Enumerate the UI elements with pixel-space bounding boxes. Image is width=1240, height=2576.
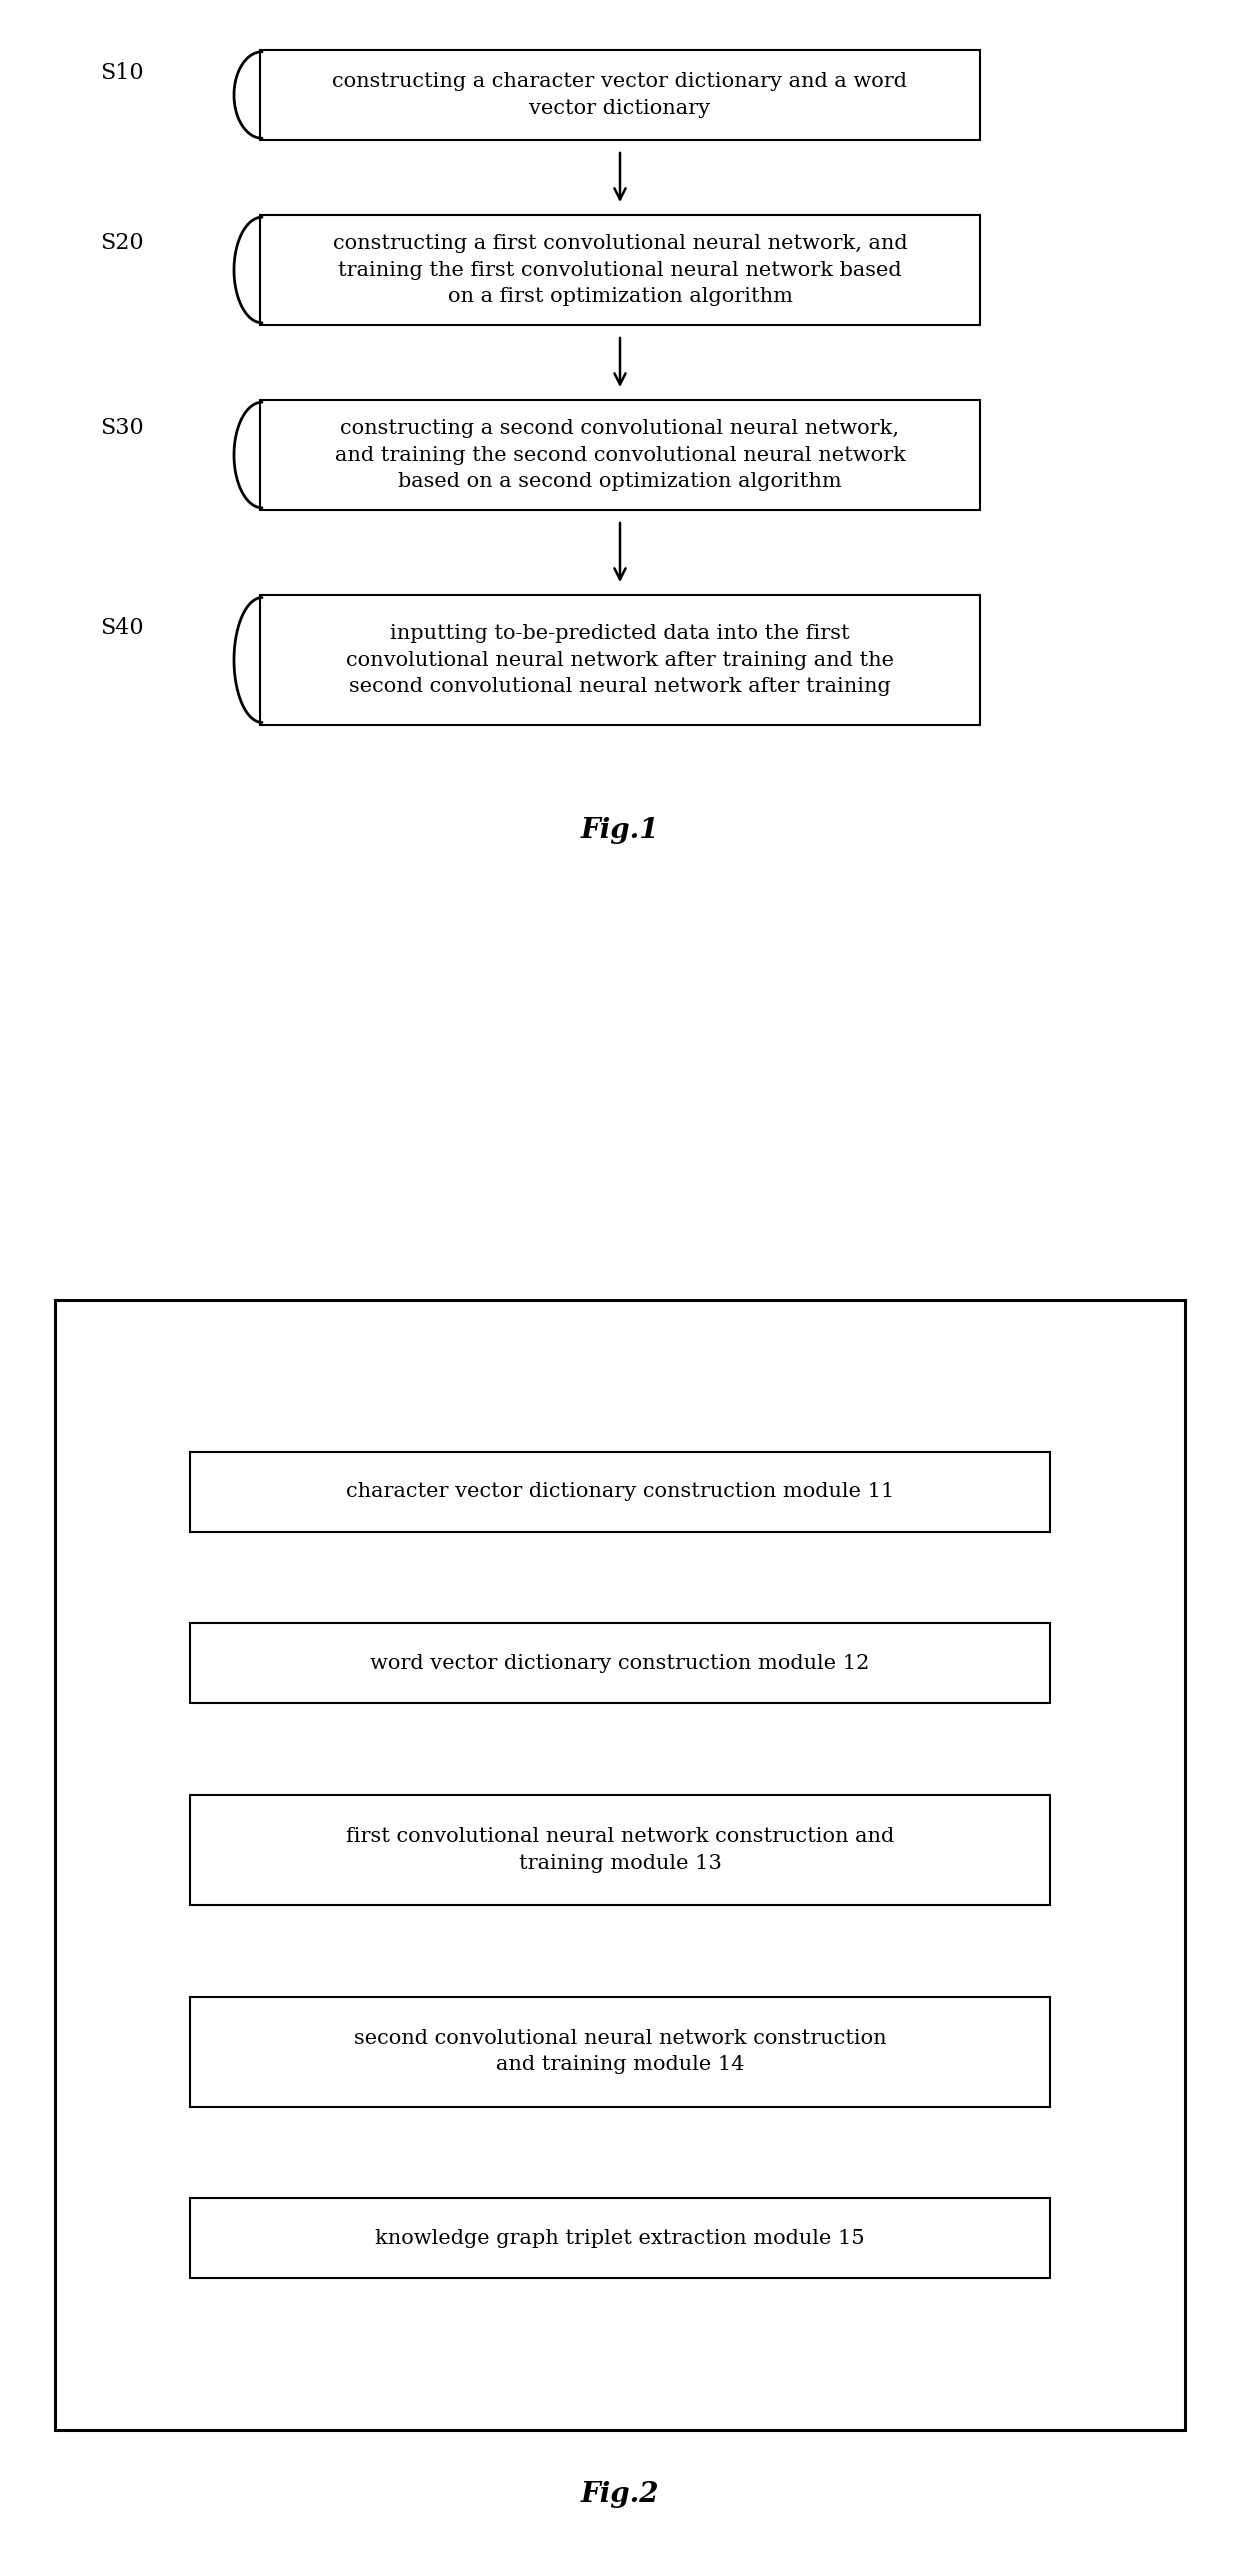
Text: S10: S10: [100, 62, 144, 82]
FancyBboxPatch shape: [190, 2197, 1050, 2277]
Text: character vector dictionary construction module 11: character vector dictionary construction…: [346, 1481, 894, 1502]
FancyBboxPatch shape: [260, 595, 980, 724]
Text: inputting to-be-predicted data into the first
convolutional neural network after: inputting to-be-predicted data into the …: [346, 623, 894, 696]
FancyBboxPatch shape: [190, 1453, 1050, 1533]
Text: constructing a first convolutional neural network, and
training the first convol: constructing a first convolutional neura…: [332, 234, 908, 307]
Text: constructing a character vector dictionary and a word
vector dictionary: constructing a character vector dictiona…: [332, 72, 908, 118]
FancyBboxPatch shape: [260, 214, 980, 325]
FancyBboxPatch shape: [260, 399, 980, 510]
Text: S40: S40: [100, 616, 144, 639]
FancyBboxPatch shape: [190, 1795, 1050, 1906]
FancyBboxPatch shape: [190, 1996, 1050, 2107]
FancyBboxPatch shape: [190, 1623, 1050, 1703]
Text: Fig.2: Fig.2: [580, 2481, 660, 2509]
Text: first convolutional neural network construction and
training module 13: first convolutional neural network const…: [346, 1826, 894, 1873]
FancyBboxPatch shape: [260, 49, 980, 139]
Text: constructing a second convolutional neural network,
and training the second conv: constructing a second convolutional neur…: [335, 420, 905, 492]
Text: second convolutional neural network construction
and training module 14: second convolutional neural network cons…: [353, 2030, 887, 2074]
Text: Fig.1: Fig.1: [580, 817, 660, 842]
Text: S20: S20: [100, 232, 144, 252]
Text: word vector dictionary construction module 12: word vector dictionary construction modu…: [371, 1654, 869, 1672]
Text: S30: S30: [100, 417, 144, 438]
Text: knowledge graph triplet extraction module 15: knowledge graph triplet extraction modul…: [376, 2228, 864, 2249]
FancyBboxPatch shape: [55, 1301, 1185, 2429]
